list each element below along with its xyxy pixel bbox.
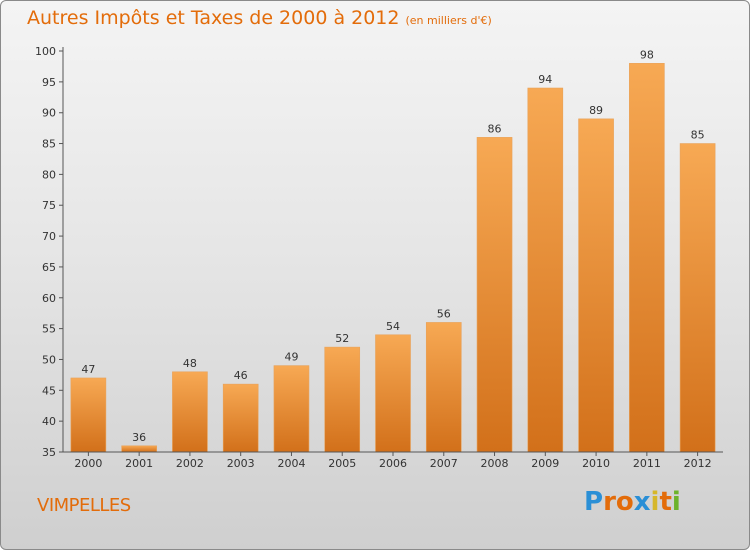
y-tick-label-65: 65 — [42, 261, 56, 274]
x-tick-label-2007: 2007 — [430, 457, 458, 470]
x-tick-label-2009: 2009 — [531, 457, 559, 470]
bar-2006 — [375, 334, 411, 453]
x-tick-label-2011: 2011 — [633, 457, 661, 470]
y-tick-label-35: 35 — [42, 446, 56, 459]
y-tick-label-90: 90 — [42, 107, 56, 120]
x-tick-label-2002: 2002 — [176, 457, 204, 470]
data-label-2011: 98 — [640, 48, 654, 61]
bar-2010 — [578, 118, 614, 453]
bar-2009 — [527, 87, 564, 453]
y-tick-label-60: 60 — [42, 292, 56, 305]
y-tick-label-75: 75 — [42, 199, 56, 212]
logo-letter: x — [633, 487, 651, 517]
x-tick-label-2008: 2008 — [481, 457, 509, 470]
data-label-2002: 48 — [183, 357, 197, 370]
x-tick-label-2012: 2012 — [684, 457, 712, 470]
y-tick-label-45: 45 — [42, 384, 56, 397]
x-tick-label-2003: 2003 — [227, 457, 255, 470]
data-label-2009: 94 — [538, 73, 552, 86]
logo-letter: i — [650, 487, 660, 517]
bar-2008 — [476, 137, 513, 453]
proxiti-logo[interactable]: Proxiti — [584, 487, 681, 517]
bar-2002 — [172, 371, 208, 453]
data-label-2005: 52 — [335, 332, 349, 345]
logo-letter: r — [603, 487, 616, 517]
chart-title-block: Autres Impôts et Taxes de 2000 à 2012 (en… — [27, 7, 492, 29]
x-tick-label-2004: 2004 — [277, 457, 305, 470]
y-tick-label-85: 85 — [42, 138, 56, 151]
y-tick-label-50: 50 — [42, 353, 56, 366]
logo-letter: o — [615, 487, 634, 517]
x-tick-label-2006: 2006 — [379, 457, 407, 470]
bar-2005 — [324, 346, 361, 453]
logo-letter: t — [659, 487, 672, 517]
data-label-2007: 56 — [437, 307, 451, 320]
chart-title: Autres Impôts et Taxes de 2000 à 2012 — [27, 7, 400, 29]
commune-name: VIMPELLES — [37, 495, 131, 516]
bar-2003 — [222, 383, 259, 453]
bar-2000 — [70, 377, 107, 453]
data-label-2001: 36 — [132, 431, 146, 444]
x-tick-label-2010: 2010 — [582, 457, 610, 470]
bar-2004 — [273, 365, 310, 453]
x-tick-label-2005: 2005 — [328, 457, 356, 470]
logo-letter: i — [671, 487, 681, 517]
bar-2007 — [425, 322, 462, 453]
y-tick-label-95: 95 — [42, 76, 56, 89]
data-label-2006: 54 — [386, 320, 400, 333]
data-label-2010: 89 — [589, 104, 603, 117]
bar-2012 — [679, 143, 716, 453]
x-tick-label-2001: 2001 — [125, 457, 153, 470]
y-tick-label-80: 80 — [42, 168, 56, 181]
data-label-2008: 86 — [488, 122, 502, 135]
data-label-2000: 47 — [81, 363, 95, 376]
x-tick-label-2000: 2000 — [74, 457, 102, 470]
data-label-2004: 49 — [284, 351, 298, 364]
y-tick-label-100: 100 — [35, 45, 56, 58]
bar-2011 — [629, 63, 665, 453]
y-tick-label-70: 70 — [42, 230, 56, 243]
y-tick-label-40: 40 — [42, 415, 56, 428]
chart-subtitle: (en milliers d'€) — [405, 14, 492, 27]
logo-letter: P — [584, 487, 604, 517]
bar-2001 — [121, 445, 157, 453]
data-label-2003: 46 — [234, 369, 248, 382]
y-tick-label-55: 55 — [42, 323, 56, 336]
data-label-2012: 85 — [691, 129, 705, 142]
